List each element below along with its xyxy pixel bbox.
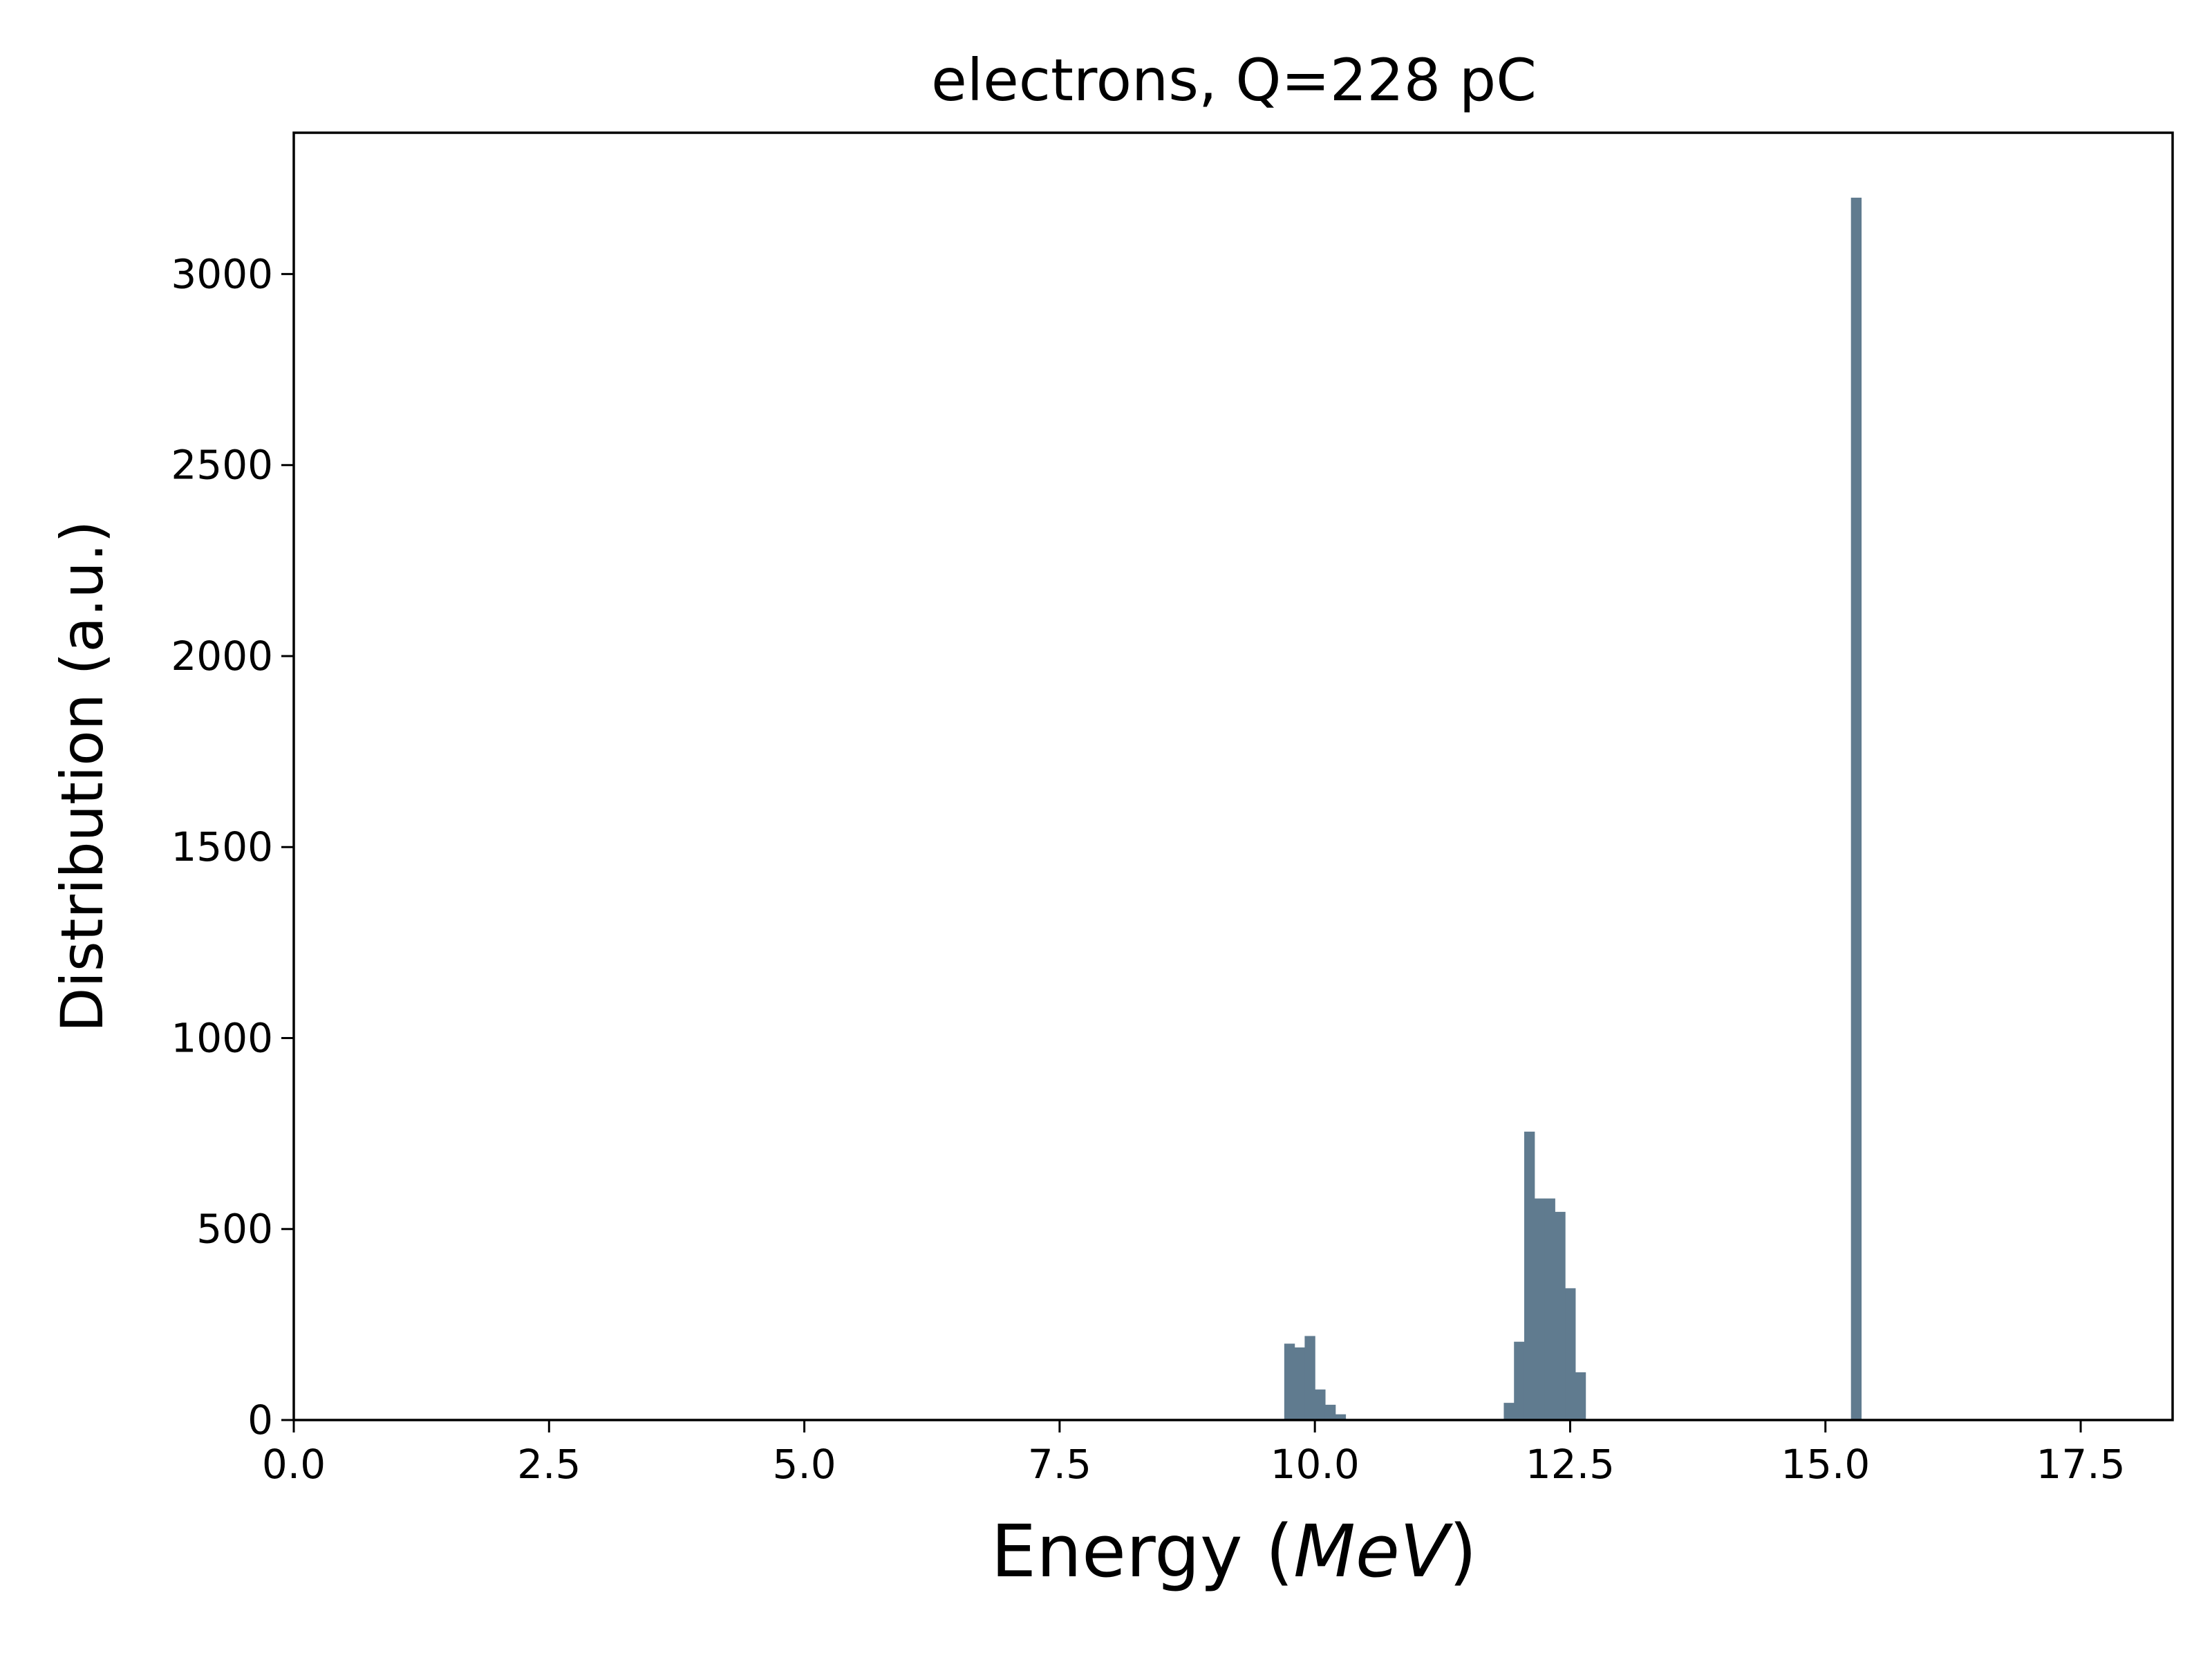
histogram-bar-9 [1534, 1198, 1546, 1420]
y-tick-label-4: 2000 [171, 633, 273, 680]
histogram-bar-11 [1555, 1211, 1566, 1420]
histogram-bar-13 [1575, 1372, 1586, 1420]
y-tick-label-1: 500 [196, 1206, 273, 1253]
x-tick-label-2: 5.0 [772, 1441, 836, 1488]
histogram-bar-0 [1284, 1343, 1295, 1420]
x-tick-label-5: 12.5 [1526, 1441, 1615, 1488]
histogram-bar-10 [1544, 1198, 1555, 1420]
y-tick-label-2: 1000 [171, 1014, 273, 1061]
x-tick-label-6: 15.0 [1781, 1441, 1870, 1488]
x-axis-label-suffix: ) [1449, 1509, 1477, 1594]
x-axis-label-prefix: Energy ( [991, 1509, 1293, 1594]
y-tick-label-3: 1500 [171, 823, 273, 870]
x-tick-label-0: 0.0 [262, 1441, 326, 1488]
histogram-bar-14 [1850, 197, 1862, 1421]
histogram-bar-1 [1294, 1347, 1305, 1420]
x-axis-ticks: 0.0 2.5 5.0 7.5 10.0 12.5 15.0 17.5 [262, 1420, 2126, 1488]
histogram-bar-12 [1565, 1288, 1576, 1420]
y-tick-label-5: 2500 [171, 442, 273, 489]
histogram-bar-6 [1503, 1403, 1515, 1420]
plot-frame [292, 131, 2174, 1421]
chart-title: electrons, Q=228 pC [931, 46, 1537, 114]
histogram-bar-4 [1324, 1404, 1336, 1420]
y-axis-ticks: 0 500 1000 1500 2000 2500 3000 [171, 250, 294, 1444]
x-axis-label-unit: MeV [1293, 1509, 1454, 1594]
x-tick-label-1: 2.5 [517, 1441, 581, 1488]
x-tick-label-3: 7.5 [1028, 1441, 1091, 1488]
histogram-bar-8 [1524, 1131, 1535, 1420]
histogram-bar-2 [1304, 1336, 1315, 1420]
y-axis-label: Distribution (a.u.) [48, 521, 116, 1032]
y-tick-label-6: 3000 [171, 250, 273, 297]
histogram-bar-7 [1514, 1341, 1525, 1420]
histogram-bar-5 [1335, 1414, 1347, 1420]
histogram-bar-3 [1315, 1389, 1326, 1420]
y-tick-label-0: 0 [247, 1397, 273, 1444]
histogram-bars [1284, 197, 1862, 1421]
x-tick-label-7: 17.5 [2036, 1441, 2125, 1488]
x-axis-label: Energy (MeV) [991, 1509, 1477, 1594]
x-tick-label-4: 10.0 [1271, 1441, 1360, 1488]
